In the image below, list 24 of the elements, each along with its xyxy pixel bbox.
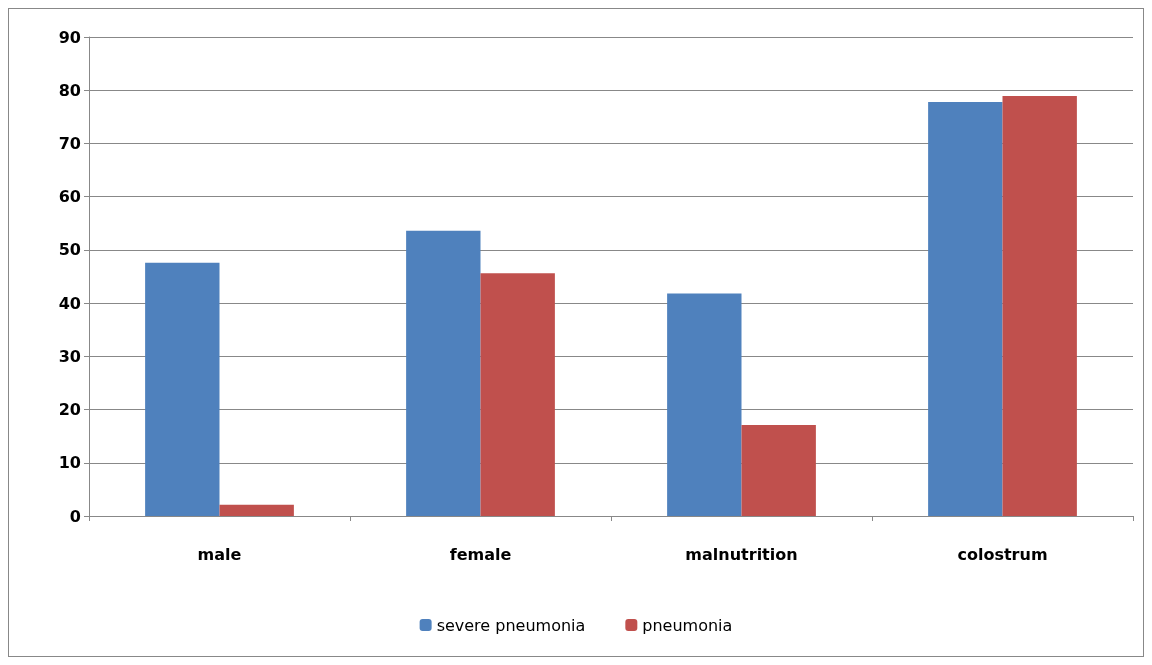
y-tick-label: 60 [58,187,81,207]
bar [145,262,220,516]
y-tick-label: 30 [58,346,81,366]
x-tick-label: male [197,544,242,564]
bar [219,504,294,516]
y-tick-label: 40 [58,293,81,313]
y-tick-label: 50 [58,240,81,260]
bar [1002,96,1077,516]
y-tick-label: 80 [58,80,81,100]
bar [741,424,816,516]
bar [928,101,1003,516]
y-tick-label: 20 [58,400,81,420]
legend-label: pneumonia [642,615,733,635]
x-tick-label: malnutrition [685,544,798,564]
x-tick-label: colostrum [957,544,1048,564]
bar [406,230,481,516]
bar [667,293,742,516]
bar [480,273,555,516]
y-tick-label: 90 [58,27,81,47]
legend-label: severe pneumonia [436,615,586,635]
x-tick-label: female [449,544,512,564]
y-tick-label: 70 [58,133,81,153]
y-tick-label: 0 [69,506,81,526]
y-tick-label: 10 [58,453,81,473]
